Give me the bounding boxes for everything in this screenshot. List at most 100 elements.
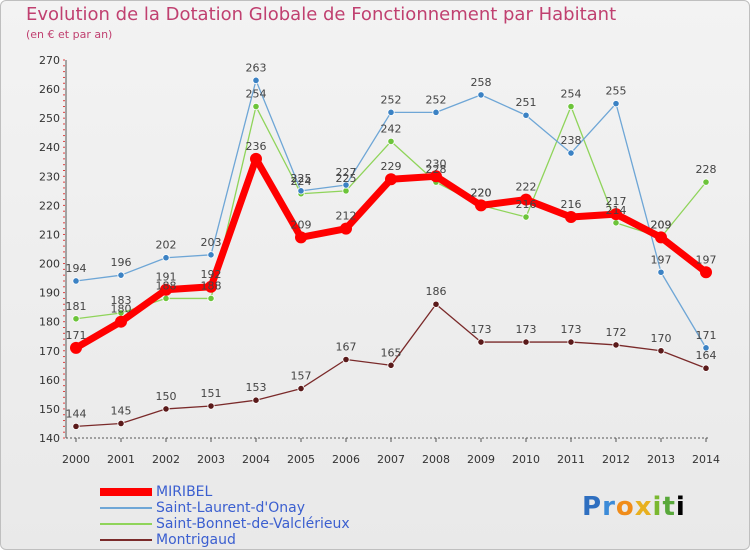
series-point-1 <box>567 149 575 157</box>
series-point-3 <box>162 405 170 413</box>
chart-axes: 140 150 160 170 180 190 200 210 220 230 240 250 260 2… <box>39 54 720 466</box>
series-point-1 <box>297 187 305 195</box>
x-tick-label: 2006 <box>332 453 360 466</box>
series-point-1 <box>162 254 170 262</box>
series-point-1 <box>207 251 215 259</box>
series-point-0 <box>295 231 307 244</box>
series-point-3 <box>432 300 440 308</box>
series-point-2 <box>522 213 530 221</box>
data-label-0: 209 <box>291 218 312 231</box>
data-label-1: 197 <box>651 253 672 266</box>
data-label-1: 255 <box>606 85 627 98</box>
series-point-1 <box>252 76 260 84</box>
data-label-0: 212 <box>336 210 357 223</box>
x-tick-label: 2005 <box>287 453 315 466</box>
data-label-0: 191 <box>156 271 177 284</box>
y-tick-label: 140 <box>39 432 60 445</box>
y-tick-label: 220 <box>39 199 60 212</box>
legend-label-1: Saint-Laurent-d'Onay <box>156 500 305 516</box>
series-point-0 <box>205 280 217 293</box>
data-label-0: 229 <box>381 160 402 173</box>
series-point-0 <box>475 199 487 212</box>
x-tick-label: 2003 <box>197 453 225 466</box>
series-point-3 <box>567 338 575 346</box>
data-label-2: 224 <box>291 175 312 188</box>
data-label-0: 222 <box>516 181 537 194</box>
data-label-2: 242 <box>381 122 402 135</box>
data-label-0: 216 <box>561 198 582 211</box>
series-point-0 <box>655 231 667 244</box>
x-tick-label: 2014 <box>692 453 720 466</box>
legend-item-0: MIRIBEL <box>100 484 380 500</box>
series-point-1 <box>477 91 485 99</box>
series-point-0 <box>430 170 442 183</box>
data-label-0: 220 <box>471 186 492 199</box>
data-label-2: 228 <box>426 163 447 176</box>
data-label-3: 186 <box>426 285 447 298</box>
series-point-1 <box>117 271 125 279</box>
data-label-2: 216 <box>516 198 537 211</box>
data-label-2: 254 <box>246 88 267 101</box>
y-tick-label: 270 <box>39 54 60 67</box>
y-tick-label: 210 <box>39 228 60 241</box>
chart-title: Evolution de la Dotation Globale de Fonc… <box>26 4 617 25</box>
data-label-1: 171 <box>696 329 717 342</box>
y-tick-label: 160 <box>39 374 60 387</box>
data-label-2: 209 <box>651 218 672 231</box>
x-tick-label: 2004 <box>242 453 270 466</box>
data-label-3: 170 <box>651 332 672 345</box>
legend-swatch-3 <box>100 539 152 541</box>
data-label-2: 214 <box>606 204 627 217</box>
series-point-1 <box>432 108 440 116</box>
data-label-3: 145 <box>111 404 132 417</box>
data-label-3: 144 <box>66 407 87 420</box>
series-point-2 <box>72 315 80 323</box>
series-point-0 <box>115 315 127 328</box>
series-point-1 <box>612 100 620 108</box>
series-point-3 <box>477 338 485 346</box>
series-point-0 <box>340 222 352 235</box>
data-label-1: 202 <box>156 239 177 252</box>
data-label-1: 238 <box>561 134 582 147</box>
data-label-3: 172 <box>606 326 627 339</box>
x-tick-label: 2013 <box>647 453 675 466</box>
x-tick-label: 2008 <box>422 453 450 466</box>
chart-subtitle: (en € et par an) <box>26 28 113 41</box>
series-point-3 <box>207 402 215 410</box>
data-label-1: 225 <box>291 172 312 185</box>
data-label-2: 181 <box>66 300 87 313</box>
series-point-1 <box>387 108 395 116</box>
series-point-2 <box>207 294 215 303</box>
legend-swatch-1 <box>100 507 152 509</box>
legend-item-3: Montrigaud <box>100 532 380 548</box>
x-tick-label: 2001 <box>107 453 135 466</box>
x-tick-label: 2000 <box>62 453 90 466</box>
data-label-0: 230 <box>426 157 447 170</box>
data-label-3: 167 <box>336 340 357 353</box>
data-label-3: 153 <box>246 381 267 394</box>
y-tick-label: 250 <box>39 112 60 125</box>
series-point-0 <box>610 208 622 221</box>
series-point-3 <box>342 355 350 364</box>
data-label-2: 183 <box>111 294 132 307</box>
series-point-0 <box>520 193 532 206</box>
x-tick-label: 2011 <box>557 453 585 466</box>
data-label-0: 192 <box>201 268 222 281</box>
y-tick-label: 240 <box>39 141 60 154</box>
chart-legend: MIRIBEL Saint-Laurent-d'Onay Saint-Bonne… <box>100 484 380 548</box>
data-label-3: 151 <box>201 387 222 400</box>
data-label-1: 263 <box>246 61 267 74</box>
series-point-0 <box>70 341 82 354</box>
legend-swatch-2 <box>100 523 152 525</box>
proxiti-logo: Proxiti <box>582 492 686 522</box>
data-label-2: 220 <box>471 186 492 199</box>
data-label-1: 227 <box>336 166 357 179</box>
series-point-3 <box>72 422 80 430</box>
data-label-0: 236 <box>246 140 267 153</box>
data-label-3: 150 <box>156 390 177 403</box>
data-label-3: 164 <box>696 349 717 362</box>
series-line-0 <box>74 155 709 351</box>
series-point-0 <box>160 283 172 296</box>
